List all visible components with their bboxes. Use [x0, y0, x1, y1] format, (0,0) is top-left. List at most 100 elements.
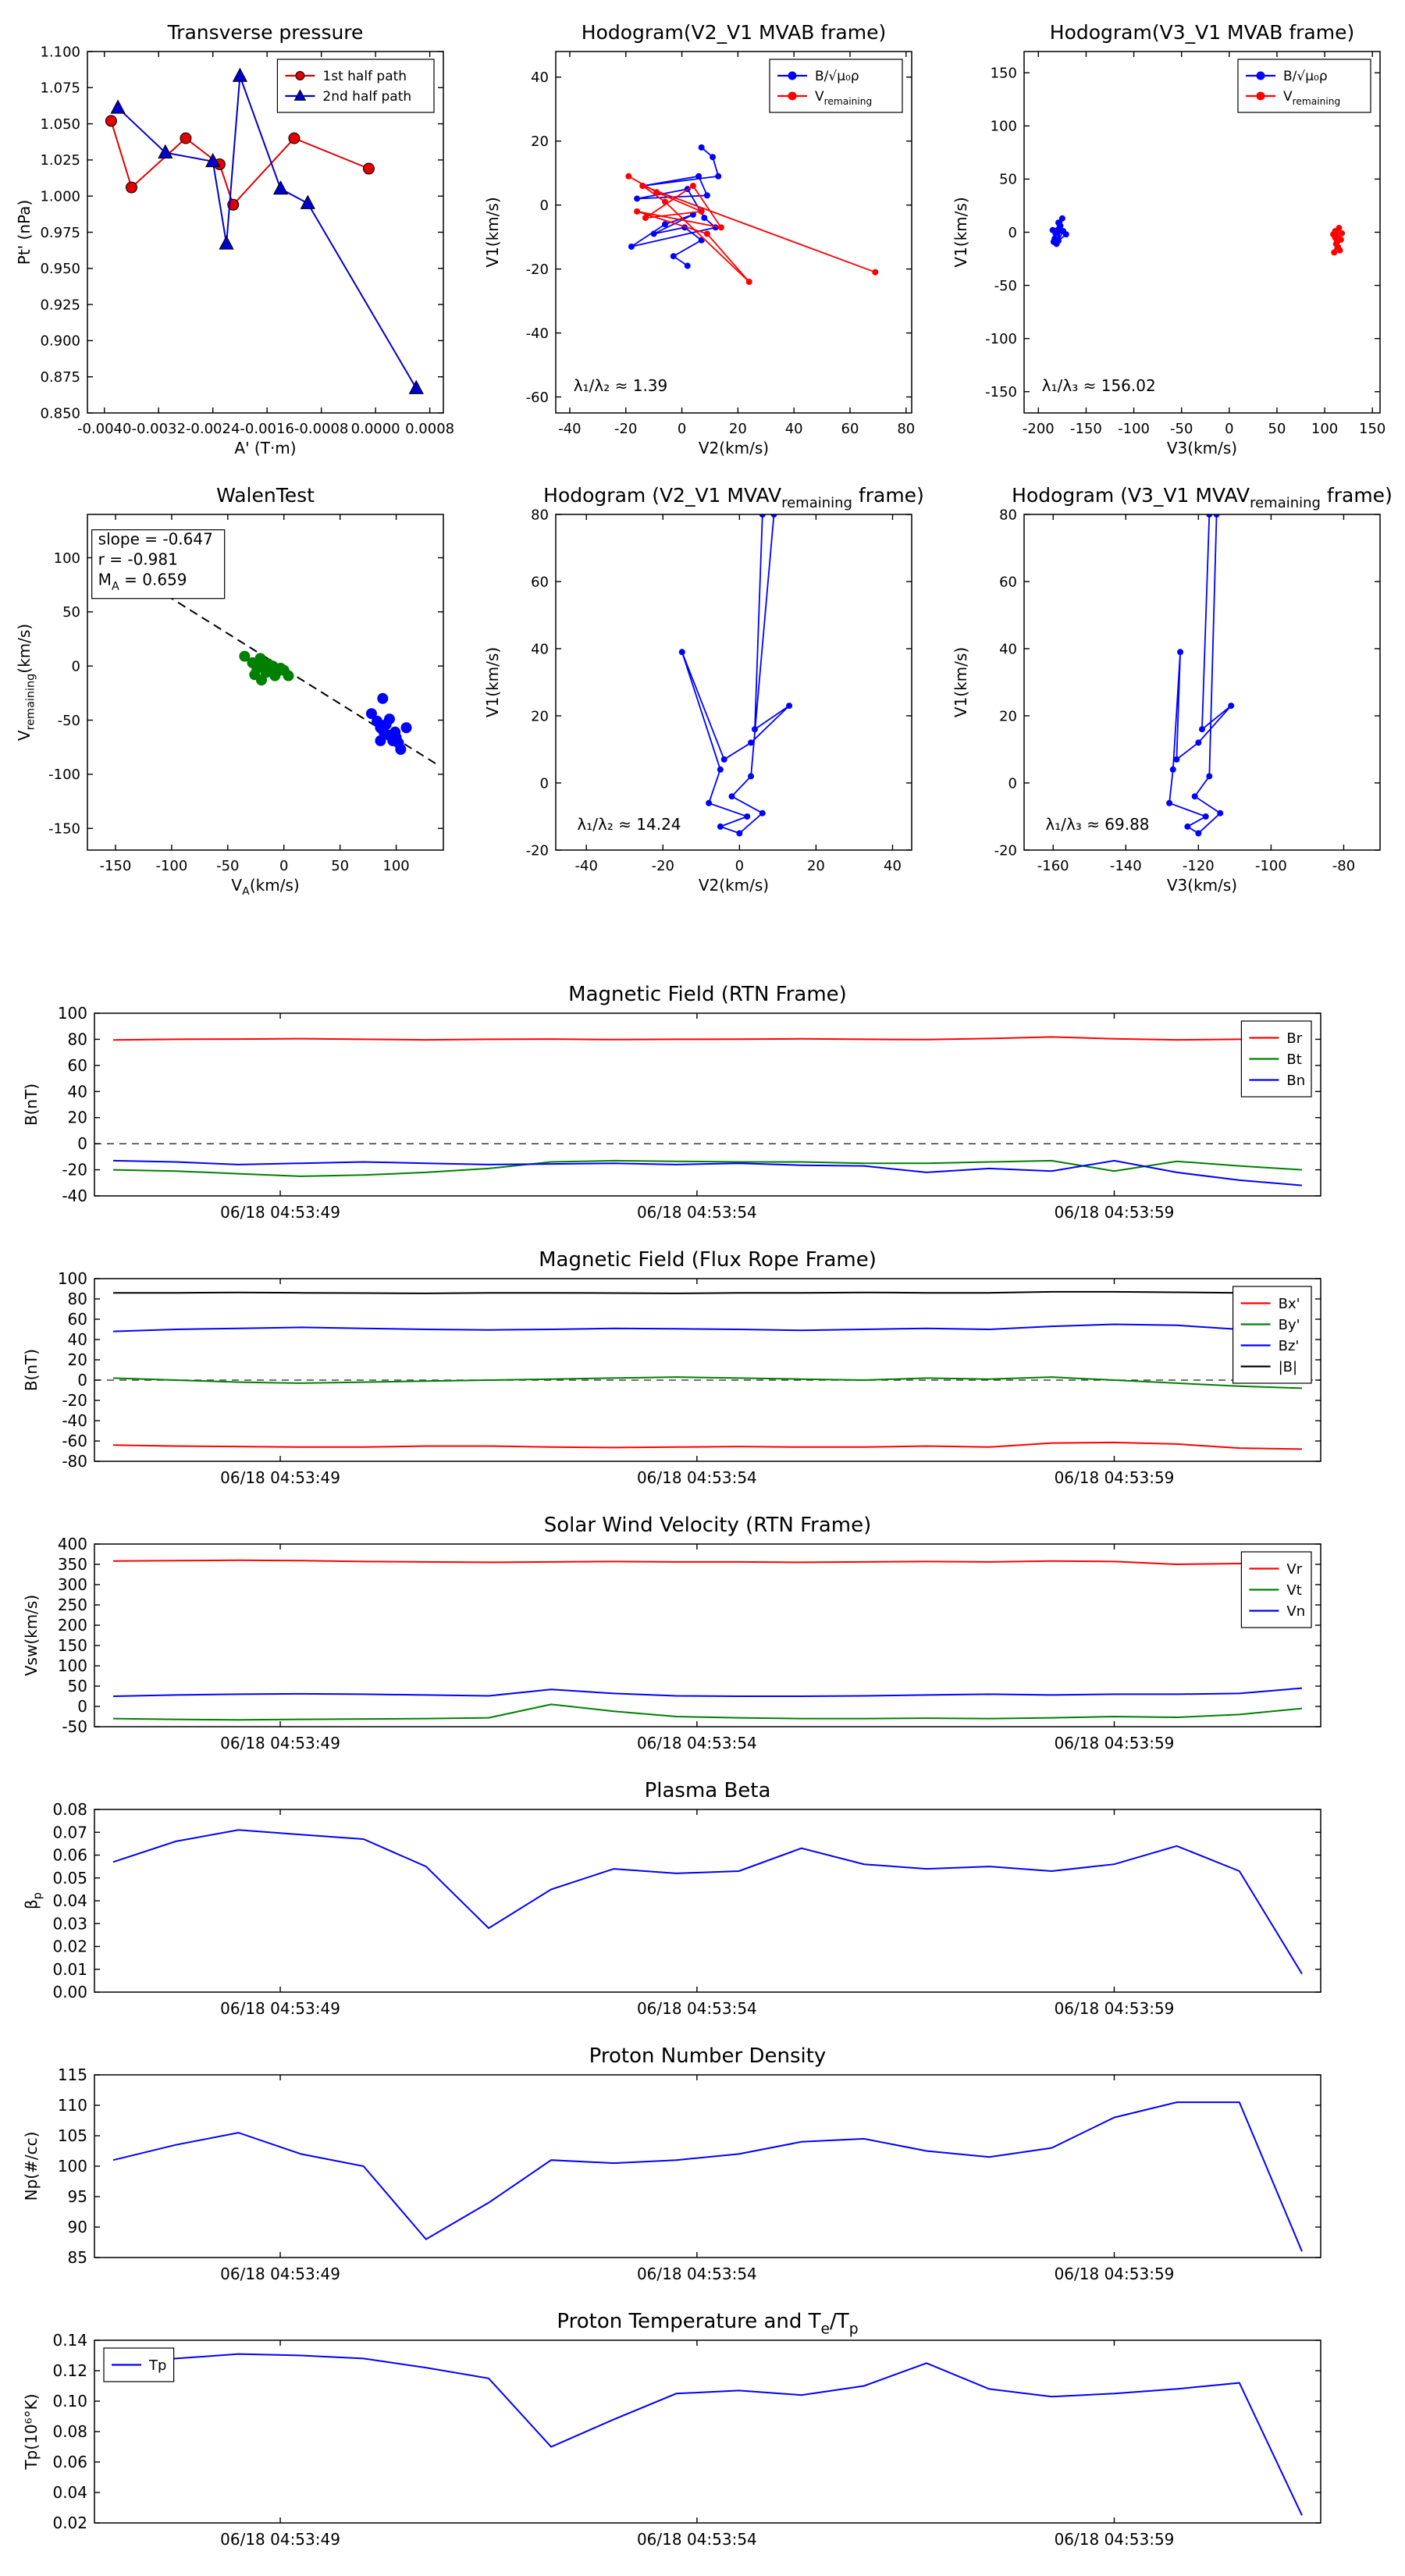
hodogram-v3v1-mvab-xtick-label: 100 [1311, 421, 1338, 437]
hodogram-v3v1-mvav-plot-border [1023, 514, 1381, 851]
proton-temp-ytick-label: 0.04 [52, 2483, 87, 2502]
vsw-rtn-svg: 06/18 04:53:49 06/18 04:53:54 06/18 04:53:… [22, 1514, 1321, 1752]
hodogram-v3v1-mvav-xtick-label: -160 [1037, 858, 1069, 874]
mag-fluxrope-ylabel: B(nT) [22, 1349, 41, 1391]
walen-test-title: WalenTest [216, 484, 315, 507]
hodogram-v2v1-mvab-title: Hodogram(V2_V1 MVAB frame) [582, 21, 886, 44]
walen-test-ytick-label: 0 [72, 658, 80, 674]
walen-test-xtick-label: 100 [382, 858, 409, 874]
walen-test-xtick-label: 0 [279, 858, 288, 874]
mag-fluxrope-ytick-label: 0 [77, 1371, 87, 1389]
walen-test-annotation: MA = 0.659 [98, 571, 187, 593]
mag-fluxrope-title: Magnetic Field (Flux Rope Frame) [539, 1248, 877, 1272]
proton-density-series-s0 [112, 2101, 1303, 2252]
proton-temp-svg: 06/18 04:53:49 06/18 04:53:54 06/18 04:53:… [22, 2310, 1321, 2549]
mag-rtn-legend-label: Bn [1286, 1073, 1305, 1089]
mag-rtn-plot-border [94, 1012, 1321, 1197]
transverse-pressure-ytick-label: 1.000 [40, 189, 80, 205]
hodogram-v2v1-mvav-series-s0 [681, 514, 790, 834]
mag-rtn-ytick-label: 40 [68, 1082, 87, 1101]
mag-fluxrope-legend: Bx' By' Bz' |B| [1232, 1286, 1312, 1384]
proton-density-xtick-label: 06/18 04:53:59 [1055, 2265, 1175, 2283]
mag-fluxrope-xtick-label: 06/18 04:53:59 [1055, 1468, 1175, 1487]
vsw-rtn-ytick-label: 350 [58, 1555, 87, 1574]
mag-fluxrope-xtick-label: 06/18 04:53:49 [220, 1468, 340, 1487]
hodogram-v2v1-mvav-xtick-label: 0 [735, 858, 744, 874]
hodogram-v2v1-mvab-series-B/√μ₀ρ [631, 147, 720, 267]
vsw-rtn-ytick-label: 300 [58, 1575, 87, 1594]
hodogram-v2v1-mvab-annotation: λ₁/λ₂ ≈ 1.39 [574, 376, 667, 395]
hodogram-v3v1-mvav-title: Hodogram (V3_V1 MVAVremaining frame) [1012, 484, 1393, 511]
mag-rtn-xtick-label: 06/18 04:53:54 [637, 1203, 757, 1222]
plasma-beta-xtick-label: 06/18 04:53:49 [220, 1999, 340, 2018]
hodogram-v3v1-mvab-ytick-label: -100 [985, 331, 1017, 347]
mag-rtn-series-Br [112, 1036, 1302, 1041]
hodogram-v3v1-mvab-ytick-label: 50 [999, 172, 1017, 188]
plasma-beta-title: Plasma Beta [645, 1779, 771, 1802]
hodogram-v2v1-mvab-ytick-label: -60 [526, 390, 549, 406]
hodogram-v2v1-mvav-xtick-label: 40 [884, 858, 902, 874]
mag-fluxrope-legend-label: |B| [1279, 1359, 1297, 1375]
vsw-rtn-xtick-label: 06/18 04:53:49 [220, 1734, 340, 1752]
hodogram-v2v1-mvab-legend: B/√μ₀ρ Vremaining [769, 59, 903, 113]
hodogram-v2v1-mvab-xtick-label: 40 [785, 421, 803, 437]
hodogram-v2v1-mvab-legend-label: B/√μ₀ρ [815, 69, 859, 84]
mag-rtn-title: Magnetic Field (RTN Frame) [568, 983, 847, 1006]
vsw-rtn-legend: Vr Vt Vn [1240, 1551, 1312, 1628]
vsw-rtn-ytick-label: 150 [58, 1636, 87, 1655]
hodogram-v3v1-mvav-ylabel: V1(km/s) [951, 647, 970, 717]
plasma-beta-ytick-label: 0.03 [52, 1914, 87, 1933]
vsw-rtn-ylabel: Vsw(km/s) [22, 1595, 41, 1676]
hodogram-v2v1-mvav-annotation: λ₁/λ₂ ≈ 14.24 [577, 815, 681, 834]
plasma-beta-ytick-label: 0.05 [52, 1869, 87, 1888]
mag-rtn-series-Bn [112, 1159, 1303, 1187]
walen-test-ytick-label: -50 [58, 713, 80, 729]
vsw-rtn-ytick-label: 250 [58, 1596, 87, 1614]
hodogram-v3v1-mvav-svg: -160 -140 -120 -100 -80 -20 0 20 40 60 80Hodogram … [951, 484, 1393, 895]
walen-test-ylabel: Vremaining(km/s) [15, 624, 37, 741]
hodogram-v3v1-mvab-xtick-label: 0 [1225, 421, 1233, 437]
transverse-pressure-xtick-label: 0.0008 [405, 421, 454, 437]
proton-density-ytick-label: 105 [58, 2126, 87, 2145]
hodogram-v2v1-mvab-ytick-label: 20 [531, 133, 549, 150]
proton-density-ytick-label: 110 [58, 2096, 87, 2115]
walen-test-plot-border [87, 514, 444, 851]
vsw-rtn-series-Vt [112, 1703, 1303, 1721]
transverse-pressure-ytick-label: 0.950 [40, 261, 80, 277]
walen-test-ytick-label: 100 [54, 550, 80, 567]
subplot-row-1: -0.0040 -0.0032 -0.0024 -0.0016 -0.0008 0.000… [0, 5, 1405, 469]
hodogram-v3v1-mvab-ytick-label: 150 [991, 66, 1017, 82]
walen-test-ytick-label: -150 [48, 821, 80, 838]
hodogram-v2v1-mvab-xtick-label: -40 [558, 421, 581, 437]
proton-temp-legend: Tp [103, 2347, 175, 2382]
hodogram-v3v1-mvab-legend: B/√μ₀ρ Vremaining [1237, 59, 1371, 113]
chart-hodogram-v2v1-mvav: -40 -20 0 20 40 -20 0 20 40 60 80 Hodogram (V2_V1 M… [468, 469, 937, 895]
chart-hodogram-v2v1-mvab: -40 -20 0 20 40 60 80 -60 -40 -20 0 20 40 Hodogram(V2… [468, 5, 937, 469]
transverse-pressure-series-1st half path [110, 120, 369, 207]
hodogram-v3v1-mvav-series-s0 [1168, 514, 1232, 834]
hodogram-v2v1-mvab-ytick-label: -40 [526, 326, 549, 342]
transverse-pressure-xlabel: A' (T·m) [234, 439, 296, 457]
mag-rtn-ytick-label: 80 [68, 1030, 87, 1048]
hodogram-v2v1-mvav-title: Hodogram (V2_V1 MVAVremaining frame) [543, 484, 924, 511]
hodogram-v3v1-mvav-xtick-label: -140 [1110, 858, 1142, 874]
mag-rtn-series-Bt [112, 1159, 1303, 1177]
proton-density-svg: 06/18 04:53:49 06/18 04:53:54 06/18 04:53:… [22, 2044, 1321, 2283]
vsw-rtn-xtick-label: 06/18 04:53:54 [637, 1734, 757, 1752]
chart-plasma-beta: 06/18 04:53:49 06/18 04:53:54 06/18 04:53:… [0, 1766, 1405, 2031]
mag-rtn-legend: Br Bt Bn [1240, 1020, 1312, 1098]
hodogram-v2v1-mvav-xtick-label: -20 [652, 858, 674, 874]
mag-fluxrope-ytick-label: -20 [62, 1391, 87, 1410]
proton-temp-plot-border [94, 2339, 1321, 2524]
mag-fluxrope-series-By' [112, 1376, 1303, 1389]
transverse-pressure-series-2nd half path [117, 76, 418, 390]
hodogram-v2v1-mvab-xtick-label: 80 [897, 421, 915, 437]
proton-temp-xtick-label: 06/18 04:53:59 [1055, 2530, 1175, 2549]
hodogram-v3v1-mvab-ytick-label: -150 [985, 384, 1017, 400]
vsw-rtn-plot-border [94, 1543, 1321, 1727]
proton-density-xtick-label: 06/18 04:53:54 [637, 2265, 757, 2283]
transverse-pressure-xtick-label: -0.0032 [131, 421, 185, 437]
proton-temp-ytick-label: 0.08 [52, 2422, 87, 2441]
hodogram-v2v1-mvav-xlabel: V2(km/s) [699, 876, 769, 895]
hodogram-v3v1-mvab-xtick-label: -150 [1070, 421, 1102, 437]
